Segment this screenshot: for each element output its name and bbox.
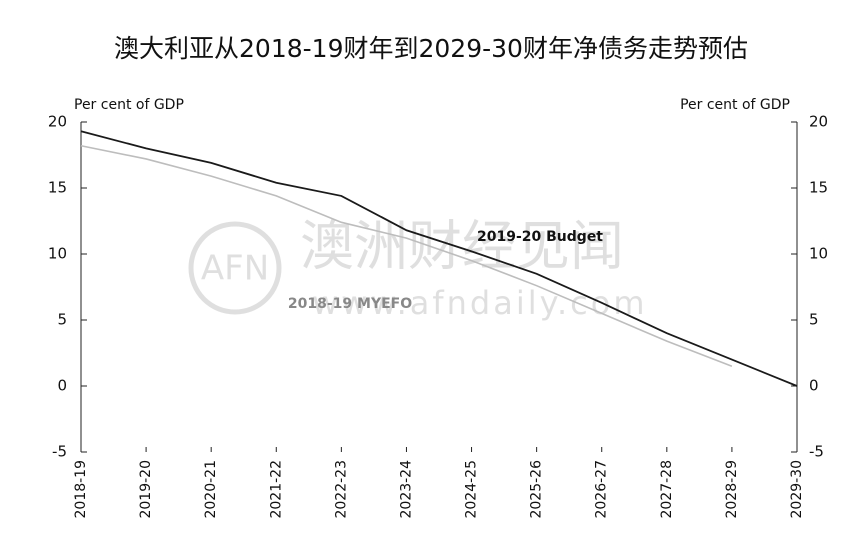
line-series — [80, 144, 733, 367]
series-label: 2018-19 MYEFO — [288, 296, 412, 312]
y2-axis-label: Per cent of GDP — [680, 97, 790, 113]
y2-tick-label: 15 — [809, 179, 828, 197]
x-tick-label: 2025-26 — [529, 460, 545, 519]
watermark-circle — [188, 221, 282, 315]
x-tick-label: 2019-20 — [138, 460, 154, 519]
x-tick-label: 2024-25 — [464, 460, 480, 519]
series-label: 2019-20 Budget — [477, 229, 603, 245]
x-tick-label: 2028-29 — [724, 460, 740, 519]
y-axis-label: Per cent of GDP — [74, 97, 184, 113]
y-tick-label: 10 — [48, 245, 67, 263]
y2-tick-label: 5 — [809, 311, 819, 329]
x-tick-label: 2018-19 — [73, 460, 89, 519]
watermark-url: www.afndaily.com — [312, 284, 648, 322]
line-series — [80, 130, 798, 387]
y2-tick-label: 0 — [809, 377, 819, 395]
x-tick-label: 2022-23 — [333, 460, 349, 519]
y-tick-label: 20 — [48, 113, 67, 131]
x-tick-label: 2023-24 — [398, 460, 414, 519]
y2-tick-label: 10 — [809, 245, 828, 263]
x-tick-label: 2021-22 — [268, 460, 284, 519]
y-tick-label: 5 — [57, 311, 67, 329]
y-tick-label: 0 — [57, 377, 67, 395]
x-tick-label: 2029-30 — [789, 460, 805, 519]
y-tick-label: 15 — [48, 179, 67, 197]
y2-tick-label: -5 — [809, 443, 824, 461]
chart-title: 澳大利亚从2018-19财年到2029-30财年净债务走势预估 — [114, 34, 748, 63]
x-tick-label: 2027-28 — [659, 460, 675, 519]
y2-tick-label: 20 — [809, 113, 828, 131]
y-tick-label: -5 — [52, 443, 67, 461]
watermark-logo: AFN — [201, 249, 269, 289]
x-tick-label: 2026-27 — [594, 460, 610, 519]
x-tick-label: 2020-21 — [203, 460, 219, 519]
